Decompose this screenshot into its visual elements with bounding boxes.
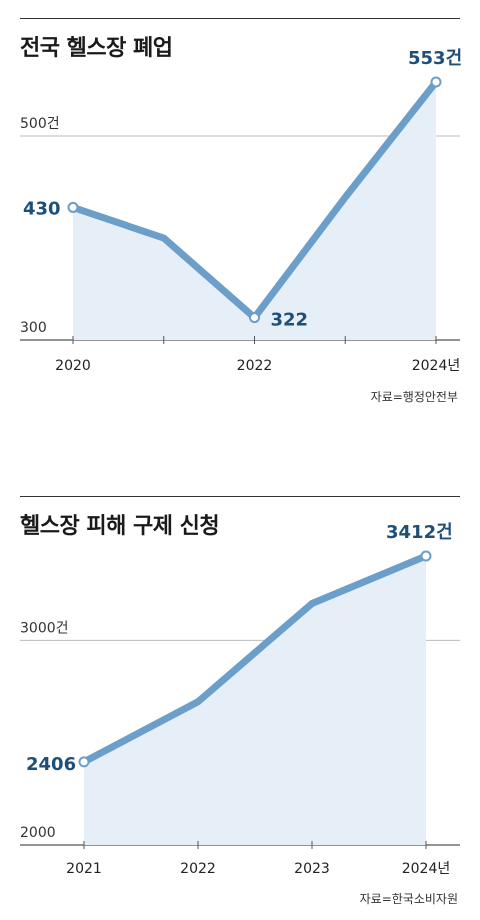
chart-title: 헬스장 피해 구제 신청: [20, 514, 220, 539]
area-fill: [73, 82, 436, 340]
chart-title: 전국 헬스장 폐업: [20, 36, 173, 61]
y-tick-label: 2000: [20, 825, 56, 841]
data-point-marker: [78, 756, 90, 768]
data-label: 2406: [26, 754, 76, 775]
series-line: [80, 552, 430, 766]
x-tick-label: 2020: [55, 358, 91, 374]
data-point-marker: [420, 550, 432, 562]
y-tick-label: 300: [20, 320, 47, 336]
top-rule: [20, 18, 460, 19]
data-label: 553건: [408, 48, 462, 69]
data-label: 3412건: [386, 522, 453, 543]
x-tick-label: 2024년: [402, 861, 451, 877]
top-rule: [20, 496, 460, 497]
data-point-marker: [67, 201, 79, 213]
data-point-marker: [249, 312, 260, 324]
y-tick-label: 500건: [20, 116, 60, 132]
x-tick-label: 2022: [180, 861, 216, 877]
x-tick-label: 2022: [237, 358, 273, 374]
chart-plot: 2000 3000건 2021 2022 2023 2024년 2406 3412건: [20, 522, 460, 877]
chart-source: 자료=한국소비자원: [359, 892, 458, 906]
x-tick-label: 2023: [294, 861, 330, 877]
area-fill: [84, 556, 426, 845]
data-point-marker: [430, 76, 442, 88]
chart-source: 자료=행정안전부: [370, 390, 458, 404]
chart-panel-complaints: 헬스장 피해 구제 신청 2000 3000건 2021 2022 2023 2024년 2…: [0, 478, 480, 918]
data-label: 430: [23, 198, 61, 219]
chart-panel-closures: 전국 헬스장 폐업 300 500건 2020 2022 2024년 430 322 553건…: [0, 0, 480, 410]
data-label: 322: [271, 310, 309, 331]
chart-plot: 300 500건 2020 2022 2024년 430 322 553건: [20, 48, 462, 374]
y-tick-label: 3000건: [20, 620, 69, 636]
x-tick-label: 2024년: [412, 358, 461, 374]
x-tick-label: 2021: [66, 861, 102, 877]
